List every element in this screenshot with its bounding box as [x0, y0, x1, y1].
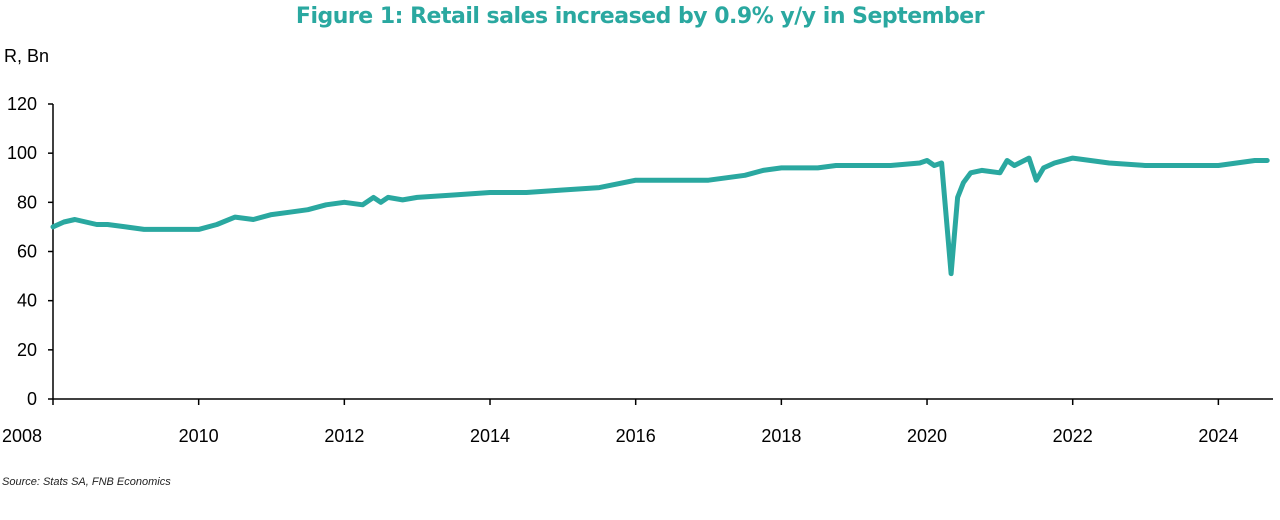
x-tick-label: 2014 — [470, 426, 510, 446]
x-tick-label: 2010 — [179, 426, 219, 446]
source-note: Source: Stats SA, FNB Economics — [2, 476, 171, 488]
y-tick-label: 80 — [17, 192, 37, 212]
y-tick-label: 0 — [27, 389, 37, 409]
y-tick-label: 120 — [7, 94, 37, 114]
y-tick-label: 40 — [17, 291, 37, 311]
x-tick-label: 2018 — [761, 426, 801, 446]
x-tick-label: 2024 — [1198, 426, 1238, 446]
series-line-retail-sales — [50, 155, 1270, 277]
x-tick-label: 2022 — [1053, 426, 1093, 446]
y-axis-ticks: 0 20 40 60 80 100 120 — [7, 94, 53, 409]
x-axis-ticks: 2008 2010 2012 2014 2016 2018 2020 2022 2024 — [2, 399, 1238, 446]
x-tick-label: 2020 — [907, 426, 947, 446]
x-tick-label: 2016 — [616, 426, 656, 446]
y-tick-label: 100 — [7, 143, 37, 163]
line-chart: 0 20 40 60 80 100 120 2008 2010 2012 2014 2016 2018… — [2, 94, 1273, 446]
y-tick-label: 20 — [17, 340, 37, 360]
chart-title: Figure 1: Retail sales increased by 0.9%… — [295, 4, 985, 29]
x-tick-label: 2012 — [324, 426, 364, 446]
y-tick-label: 60 — [17, 242, 37, 262]
x-tick-label: 2008 — [2, 426, 42, 446]
y-axis-label: R, Bn — [4, 46, 50, 66]
